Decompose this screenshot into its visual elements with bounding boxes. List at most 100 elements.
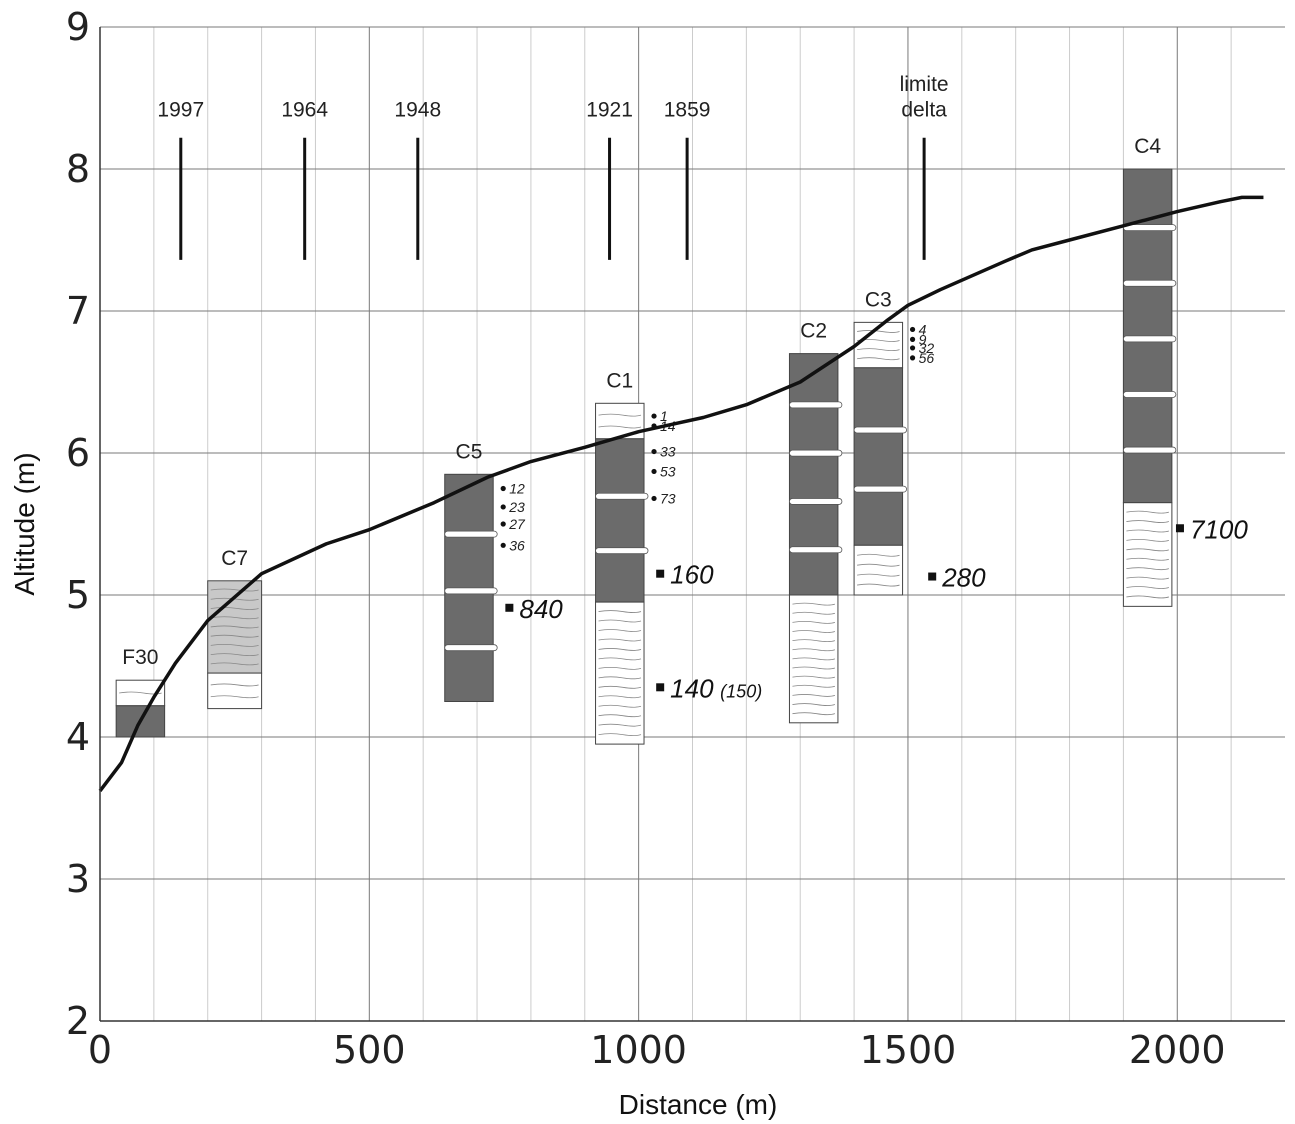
lamina (1126, 586, 1170, 589)
y-tick-label: 7 (66, 289, 90, 333)
sample-dot (500, 485, 506, 492)
shoreline-label: 1997 (157, 98, 204, 121)
age-label: 160 (670, 560, 714, 590)
shoreline-label: 1859 (664, 98, 711, 121)
lamina (857, 573, 900, 577)
lamina (792, 639, 836, 643)
interbed (789, 498, 843, 505)
lamina (857, 348, 900, 352)
sample-dot (500, 542, 506, 548)
y-axis-label: Altitude (m) (9, 452, 40, 595)
lamina (792, 694, 836, 697)
core-label: C1 (606, 369, 633, 392)
x-tick-label: 0 (88, 1028, 112, 1072)
age-label: 280 (941, 563, 986, 593)
shoreline-marker: 1859 (664, 98, 711, 260)
core-layer (788, 353, 839, 596)
sample-label: 12 (509, 481, 525, 497)
lamina (210, 607, 259, 610)
lamina (210, 634, 259, 638)
lamina (792, 703, 836, 706)
y-tick-label: 4 (66, 715, 90, 759)
x-axis-label: Distance (m) (619, 1089, 778, 1120)
lamina (792, 630, 836, 633)
lamina (1126, 538, 1170, 542)
sample-dot (651, 413, 657, 419)
interbed (789, 546, 843, 554)
x-tick-label: 2000 (1129, 1028, 1226, 1072)
lamina (792, 620, 836, 624)
sample-label: 33 (660, 444, 676, 460)
lamina (1126, 567, 1170, 571)
age-marker (656, 683, 665, 692)
sample-label: 32 (919, 340, 935, 356)
core-layer (853, 544, 904, 596)
core-layer (207, 672, 263, 710)
core-label: F30 (122, 646, 158, 669)
y-tick-label: 8 (66, 147, 90, 191)
lamina (857, 563, 900, 567)
core-label: C7 (221, 547, 248, 570)
interbed (444, 644, 498, 652)
lamina (792, 684, 836, 688)
y-tick-label: 2 (66, 999, 90, 1043)
age-label: 840 (519, 594, 563, 624)
age-annotation: 280 (928, 563, 986, 593)
interbed (1123, 446, 1177, 454)
age-annotation: 840 (505, 594, 563, 624)
interbed (595, 547, 649, 555)
lamina (210, 597, 259, 601)
age-marker (928, 572, 937, 581)
core-layer (853, 321, 904, 369)
interbed (1123, 335, 1177, 343)
sample-label: 9 (919, 331, 927, 347)
sample-label: 27 (508, 516, 526, 532)
core-layer (1122, 502, 1173, 607)
lamina (598, 704, 642, 708)
lamina (210, 695, 259, 699)
lamina (1126, 520, 1170, 523)
lamina (210, 588, 259, 592)
lamina (598, 714, 642, 718)
core-label: C5 (456, 440, 483, 463)
core-column: C4 (1122, 135, 1177, 607)
chart-marks: 1997 1964 1948 1921 1859limitedeltaF30C7C512… (98, 73, 1264, 793)
core-column: C7 (207, 547, 263, 710)
age-marker (1175, 524, 1184, 533)
sample-label: 23 (508, 499, 525, 515)
lamina (857, 583, 900, 587)
y-tick-label: 9 (66, 5, 90, 49)
sample-label: 1 (660, 408, 668, 424)
lamina (792, 602, 836, 606)
y-tick-label: 3 (66, 857, 90, 901)
age-marker (505, 603, 514, 612)
lamina (792, 611, 836, 615)
lamina (857, 553, 900, 557)
shoreline-label: limite (900, 73, 949, 96)
lamina (857, 330, 900, 333)
sample-label: 73 (660, 490, 676, 506)
lamina (792, 675, 836, 679)
lamina (210, 644, 259, 647)
lamina (210, 653, 259, 657)
sample-dot (909, 336, 916, 342)
core-label: C2 (800, 320, 827, 343)
interbed (444, 587, 498, 595)
core-label: C3 (865, 288, 892, 311)
interbed (789, 401, 843, 409)
lamina (598, 610, 642, 613)
lamina (598, 685, 642, 689)
core-layer (788, 594, 839, 724)
age-annotation: 160 (656, 560, 714, 590)
lamina (792, 712, 836, 716)
y-tick-label: 5 (66, 573, 90, 617)
lamina (598, 657, 642, 661)
lamina (210, 683, 259, 687)
sample-dot (500, 504, 506, 510)
lamina (792, 666, 836, 670)
interbed (853, 426, 907, 434)
age-label: 7100 (1190, 514, 1248, 544)
